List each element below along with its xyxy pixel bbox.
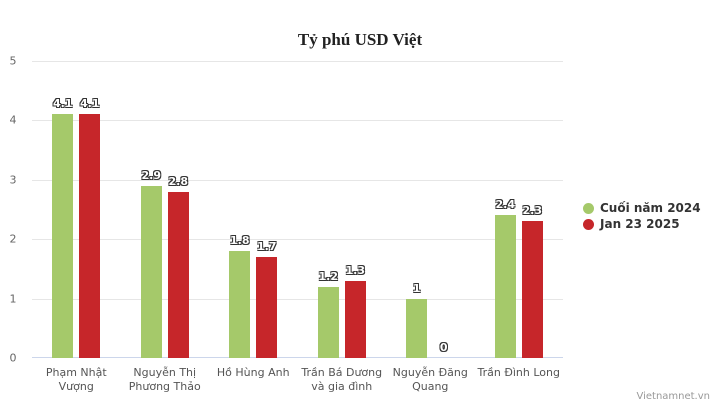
x-tick-label: Phạm Nhật Vượng	[45, 366, 107, 393]
data-label: 2.8	[168, 174, 189, 188]
x-tick-label: Nguyễn Đăng Quang	[392, 366, 468, 393]
legend-dot-icon	[583, 218, 594, 230]
y-tick-label: 3	[9, 173, 17, 187]
y-tick-label: 2	[9, 232, 17, 246]
data-label: 1.3	[345, 263, 366, 277]
legend-item-jan-23-2025[interactable]: Jan 23 2025	[583, 216, 701, 232]
legend-label: Cuối năm 2024	[600, 201, 701, 215]
y-tick-label: 0	[9, 351, 17, 365]
legend-label: Jan 23 2025	[600, 217, 680, 231]
y-tick-label: 4	[9, 113, 17, 127]
bar[interactable]	[344, 280, 366, 358]
bar[interactable]	[256, 257, 278, 358]
bar[interactable]	[494, 215, 516, 358]
bar[interactable]	[140, 185, 162, 358]
credit-text: Vietnamnet.vn	[636, 391, 710, 402]
data-label: 1.7	[257, 240, 277, 254]
x-tick-label: Nguyễn Thị Phương Thảo	[128, 366, 201, 393]
gridline	[32, 239, 563, 241]
x-tick-label: Trần Bá Dương và gia đình	[301, 366, 383, 393]
legend-item-cuoi-nam-2024[interactable]: Cuối năm 2024	[583, 200, 701, 216]
data-label: 1.2	[318, 269, 339, 283]
data-label: 2.9	[141, 168, 162, 182]
data-label: 1	[412, 281, 421, 295]
gridline	[32, 120, 563, 122]
bar[interactable]	[406, 298, 428, 358]
plot-area: 4.1 4.1 2.9 2.8 1.8 1.7 1.2 1.3 1 0 2.4 2.3	[32, 61, 563, 358]
data-label: 2.4	[495, 198, 516, 212]
data-label: 0	[439, 341, 448, 354]
bar[interactable]	[52, 114, 74, 358]
legend-dot-icon	[583, 202, 594, 214]
data-label: 4.1	[53, 97, 73, 111]
gridline	[32, 179, 563, 181]
y-tick-label: 5	[9, 54, 17, 68]
data-label: 2.3	[522, 204, 543, 218]
bar[interactable]	[521, 221, 543, 358]
bar[interactable]	[79, 114, 101, 358]
data-label: 4.1	[80, 97, 100, 111]
x-axis-line	[32, 357, 563, 358]
bar[interactable]	[229, 251, 251, 358]
bar[interactable]	[317, 286, 339, 358]
gridline	[32, 61, 563, 62]
legend: Cuối năm 2024 Jan 23 2025	[583, 200, 701, 232]
bar[interactable]	[167, 191, 189, 358]
chart-title: Tỷ phú USD Việt	[297, 30, 423, 49]
y-tick-label: 1	[9, 292, 17, 306]
data-label: 1.8	[230, 234, 250, 248]
x-tick-label: Trần Đình Long	[477, 366, 560, 379]
gridline	[32, 298, 563, 300]
x-tick-label: Hồ Hùng Anh	[216, 366, 290, 379]
